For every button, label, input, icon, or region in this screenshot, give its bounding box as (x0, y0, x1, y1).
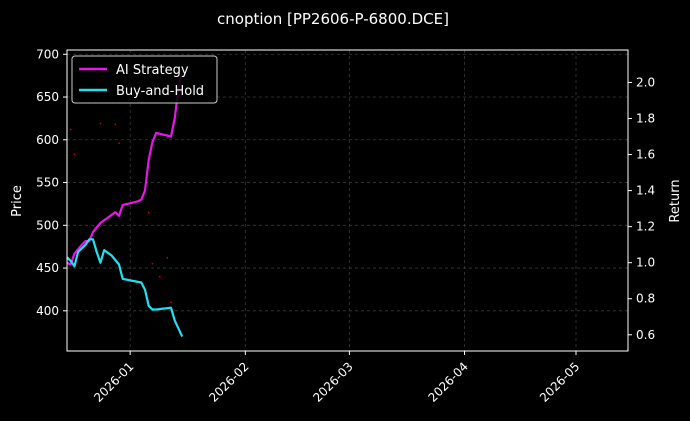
right-y-axis: 0.6 0.8 1.0 1.2 1.4 1.6 1.8 2.0 (628, 75, 655, 342)
y-tick-label-right: 0.8 (636, 292, 655, 306)
chart-title: cnoption [PP2606-P-6800.DCE] (217, 10, 449, 28)
left-y-axis: 400 450 500 550 600 650 700 (36, 47, 67, 318)
price-dot (114, 123, 117, 126)
y-tick-label-left: 450 (36, 261, 59, 275)
y-tick-label-right: 1.2 (636, 220, 655, 234)
series-lines (66, 73, 184, 338)
price-dot (69, 128, 72, 131)
y-tick-label-right: 1.0 (636, 256, 655, 270)
price-dot (170, 301, 172, 304)
y-tick-label-left: 600 (36, 133, 59, 147)
price-dot (166, 256, 169, 259)
y-tick-label-right: 1.8 (636, 111, 655, 125)
y-tick-label-left: 400 (36, 304, 59, 318)
y-tick-label-left: 550 (36, 176, 59, 190)
y-axis-label-left: Price (10, 185, 25, 217)
y-tick-label-right: 1.6 (636, 148, 655, 162)
y-tick-label-right: 2.0 (636, 75, 655, 89)
y-axis-label-right: Return (668, 179, 683, 222)
legend: AI Strategy Buy-and-Hold (71, 55, 218, 104)
legend-label-ai-strategy: AI Strategy (116, 63, 189, 78)
series-line-ai-strategy (66, 73, 184, 266)
y-tick-label-left: 500 (36, 218, 59, 232)
legend-label-buy-and-hold: Buy-and-Hold (116, 84, 204, 99)
price-dot (73, 153, 76, 156)
price-dot (99, 122, 102, 125)
series-line-buy-and-hold (66, 238, 184, 338)
y-tick-label-left: 650 (36, 90, 59, 104)
plot-frame (66, 49, 629, 352)
price-dot (118, 142, 120, 145)
y-tick-label-right: 0.6 (636, 328, 655, 342)
price-dot (151, 262, 154, 265)
price-dot (147, 211, 150, 214)
legend-box (71, 55, 218, 104)
price-dot (158, 275, 161, 278)
y-tick-label-right: 1.4 (636, 184, 655, 198)
y-tick-label-left: 700 (36, 47, 59, 61)
price-dots (69, 122, 172, 304)
